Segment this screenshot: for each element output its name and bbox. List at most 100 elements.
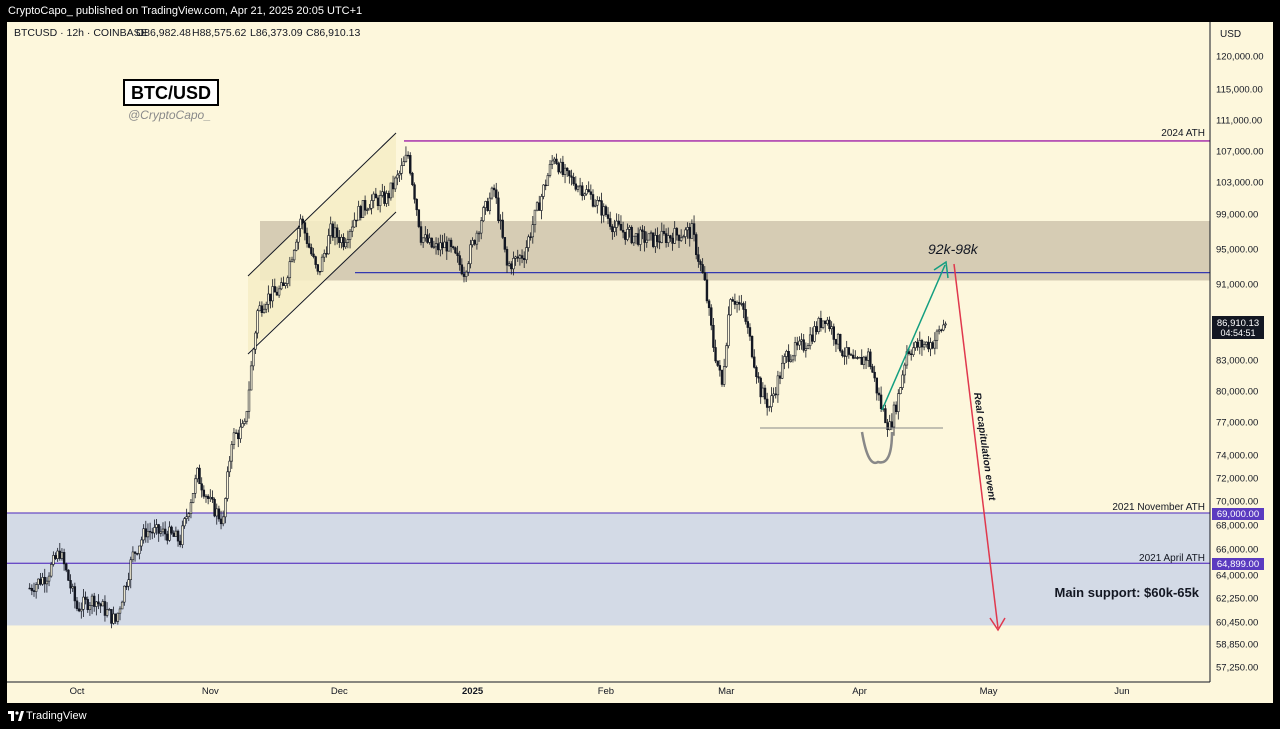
y-tick-label: 80,000.00 xyxy=(1216,387,1258,398)
candle-body xyxy=(862,356,866,365)
candle-body xyxy=(576,186,580,190)
candle-body xyxy=(224,498,227,518)
candle-body xyxy=(507,263,511,266)
candle-body xyxy=(937,329,941,332)
candle-body xyxy=(817,318,820,333)
candle-body xyxy=(499,219,502,222)
candle-body xyxy=(299,218,302,229)
tradingview-logo-icon xyxy=(8,711,24,721)
footer-brand: TradingView xyxy=(26,710,87,722)
candle-body xyxy=(295,241,298,251)
candle-body xyxy=(851,354,855,359)
candle-body xyxy=(67,569,70,581)
candle-body xyxy=(286,277,289,284)
candle-body xyxy=(800,339,803,342)
candle-body xyxy=(445,241,448,252)
candle-body xyxy=(361,200,365,218)
candle-body xyxy=(757,376,760,379)
candle-body xyxy=(606,214,610,219)
candle-body xyxy=(847,347,851,355)
candle-body xyxy=(729,299,732,316)
candle-body xyxy=(348,230,352,240)
candle-body xyxy=(591,194,595,207)
y-tick-label: 64,000.00 xyxy=(1216,571,1258,582)
candle-body xyxy=(888,421,891,430)
candle-body xyxy=(413,184,416,200)
candle-body xyxy=(510,263,513,270)
candle-body xyxy=(578,185,582,188)
candle-body xyxy=(875,377,879,394)
candle-body xyxy=(359,206,362,218)
candle-body xyxy=(69,580,72,589)
candle-body xyxy=(426,234,429,243)
candle-body xyxy=(654,235,657,247)
candle-body xyxy=(802,339,805,351)
candle-body xyxy=(583,193,586,197)
candle-body xyxy=(129,559,132,580)
candle-body xyxy=(821,320,825,328)
candle-body xyxy=(772,393,775,397)
candle-body xyxy=(254,332,257,350)
price-chart[interactable]: BTCUSD · 12h · COINBASE O86,982.48 H88,5… xyxy=(7,22,1273,703)
candle-body xyxy=(922,344,926,348)
y-tick-label: 95,000.00 xyxy=(1216,245,1258,256)
candle-body xyxy=(151,531,154,534)
candle-body xyxy=(245,411,249,422)
candle-body xyxy=(639,229,642,245)
candle-body xyxy=(512,257,515,270)
candle-body xyxy=(396,174,399,179)
candle-body xyxy=(725,345,728,367)
candle-body xyxy=(619,224,623,231)
label-2021-apr-ath: 2021 April ATH xyxy=(1139,553,1205,564)
candle-body xyxy=(628,226,631,230)
candle-body xyxy=(202,489,206,497)
candle-body xyxy=(148,530,152,533)
candle-body xyxy=(34,584,38,592)
candle-body xyxy=(277,288,281,296)
candle-body xyxy=(331,223,335,238)
candle-body xyxy=(647,233,651,241)
candle-body xyxy=(335,227,339,238)
candle-body xyxy=(342,237,345,248)
candle-body xyxy=(841,350,844,357)
candle-body xyxy=(843,355,846,357)
candle-body xyxy=(73,586,77,602)
candle-body xyxy=(230,444,233,462)
candle-body xyxy=(215,508,218,517)
candle-body xyxy=(692,223,696,235)
candle-body xyxy=(60,552,64,559)
candle-body xyxy=(387,193,390,199)
candle-body xyxy=(602,206,605,216)
candle-body xyxy=(310,247,313,255)
chart-frame[interactable]: BTCUSD · 12h · COINBASE O86,982.48 H88,5… xyxy=(7,22,1273,703)
candle-body xyxy=(789,359,793,362)
ohlc-close: C86,910.13 xyxy=(306,27,360,39)
candle-body xyxy=(563,167,567,175)
candle-body xyxy=(344,242,347,248)
candle-body xyxy=(636,233,640,245)
candle-body xyxy=(488,197,491,211)
current-price-text: 86,910.13 xyxy=(1217,318,1259,329)
candle-body xyxy=(538,202,541,211)
label-2024-ath: 2024 ATH xyxy=(1161,128,1205,139)
candle-body xyxy=(479,220,483,234)
green-arrow-head xyxy=(933,260,949,279)
candle-body xyxy=(187,513,190,518)
level-badge-nov-text: 69,000.00 xyxy=(1217,509,1259,520)
candle-body xyxy=(548,163,552,176)
candle-body xyxy=(123,585,126,603)
candle-body xyxy=(677,234,681,241)
candle-body xyxy=(897,393,900,412)
candle-body xyxy=(366,209,369,211)
price-axis[interactable] xyxy=(1210,22,1273,703)
candle-body xyxy=(80,608,83,612)
candle-body xyxy=(884,408,887,424)
candle-body xyxy=(209,497,212,499)
candle-body xyxy=(823,320,827,324)
candle-body xyxy=(658,241,661,243)
candle-body xyxy=(634,233,638,237)
candle-body xyxy=(718,365,722,371)
candle-body xyxy=(232,432,236,445)
candle-body xyxy=(776,375,780,396)
candle-body xyxy=(522,258,526,261)
